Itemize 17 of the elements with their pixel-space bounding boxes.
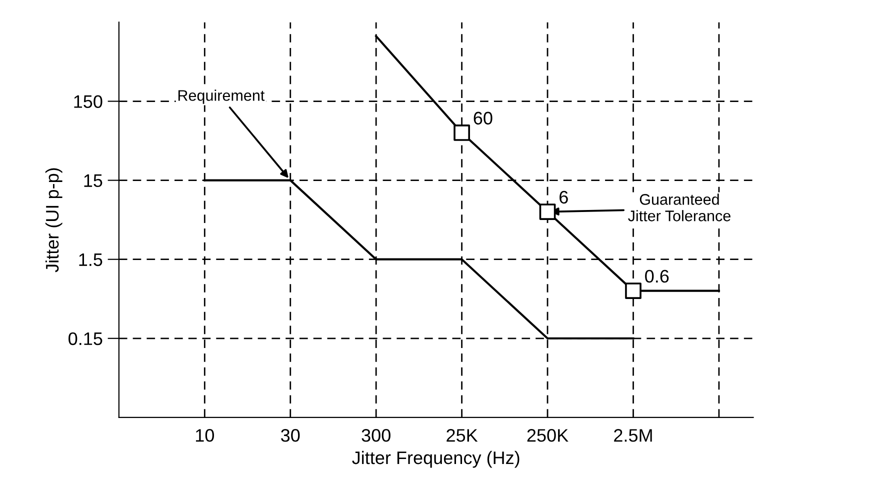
y-tick-label: 150 (74, 95, 102, 108)
y-tick-label: 15 (84, 174, 102, 188)
annotation: Requirement (178, 90, 265, 104)
x-tick-label: 10 (196, 429, 214, 442)
y-axis-title: Jitter (UI p-p) (45, 168, 62, 272)
x-tick-label: 2.5M (614, 429, 652, 442)
x-axis-title: Jitter Frequency (Hz) (352, 450, 520, 468)
x-tick-label: 300 (362, 429, 390, 442)
annotation: Guaranteed Jitter Tolerance (628, 194, 730, 222)
y-tick-label: 1.5 (79, 253, 102, 266)
x-tick-label: 25K (446, 429, 478, 442)
data-label: 60 (474, 112, 492, 125)
x-tick-label: 250K (527, 429, 568, 442)
data-label: 0.6 (645, 270, 669, 283)
x-tick-label: 30 (281, 429, 300, 442)
y-tick-label: 0.15 (68, 332, 102, 346)
data-label: 6 (560, 190, 568, 204)
